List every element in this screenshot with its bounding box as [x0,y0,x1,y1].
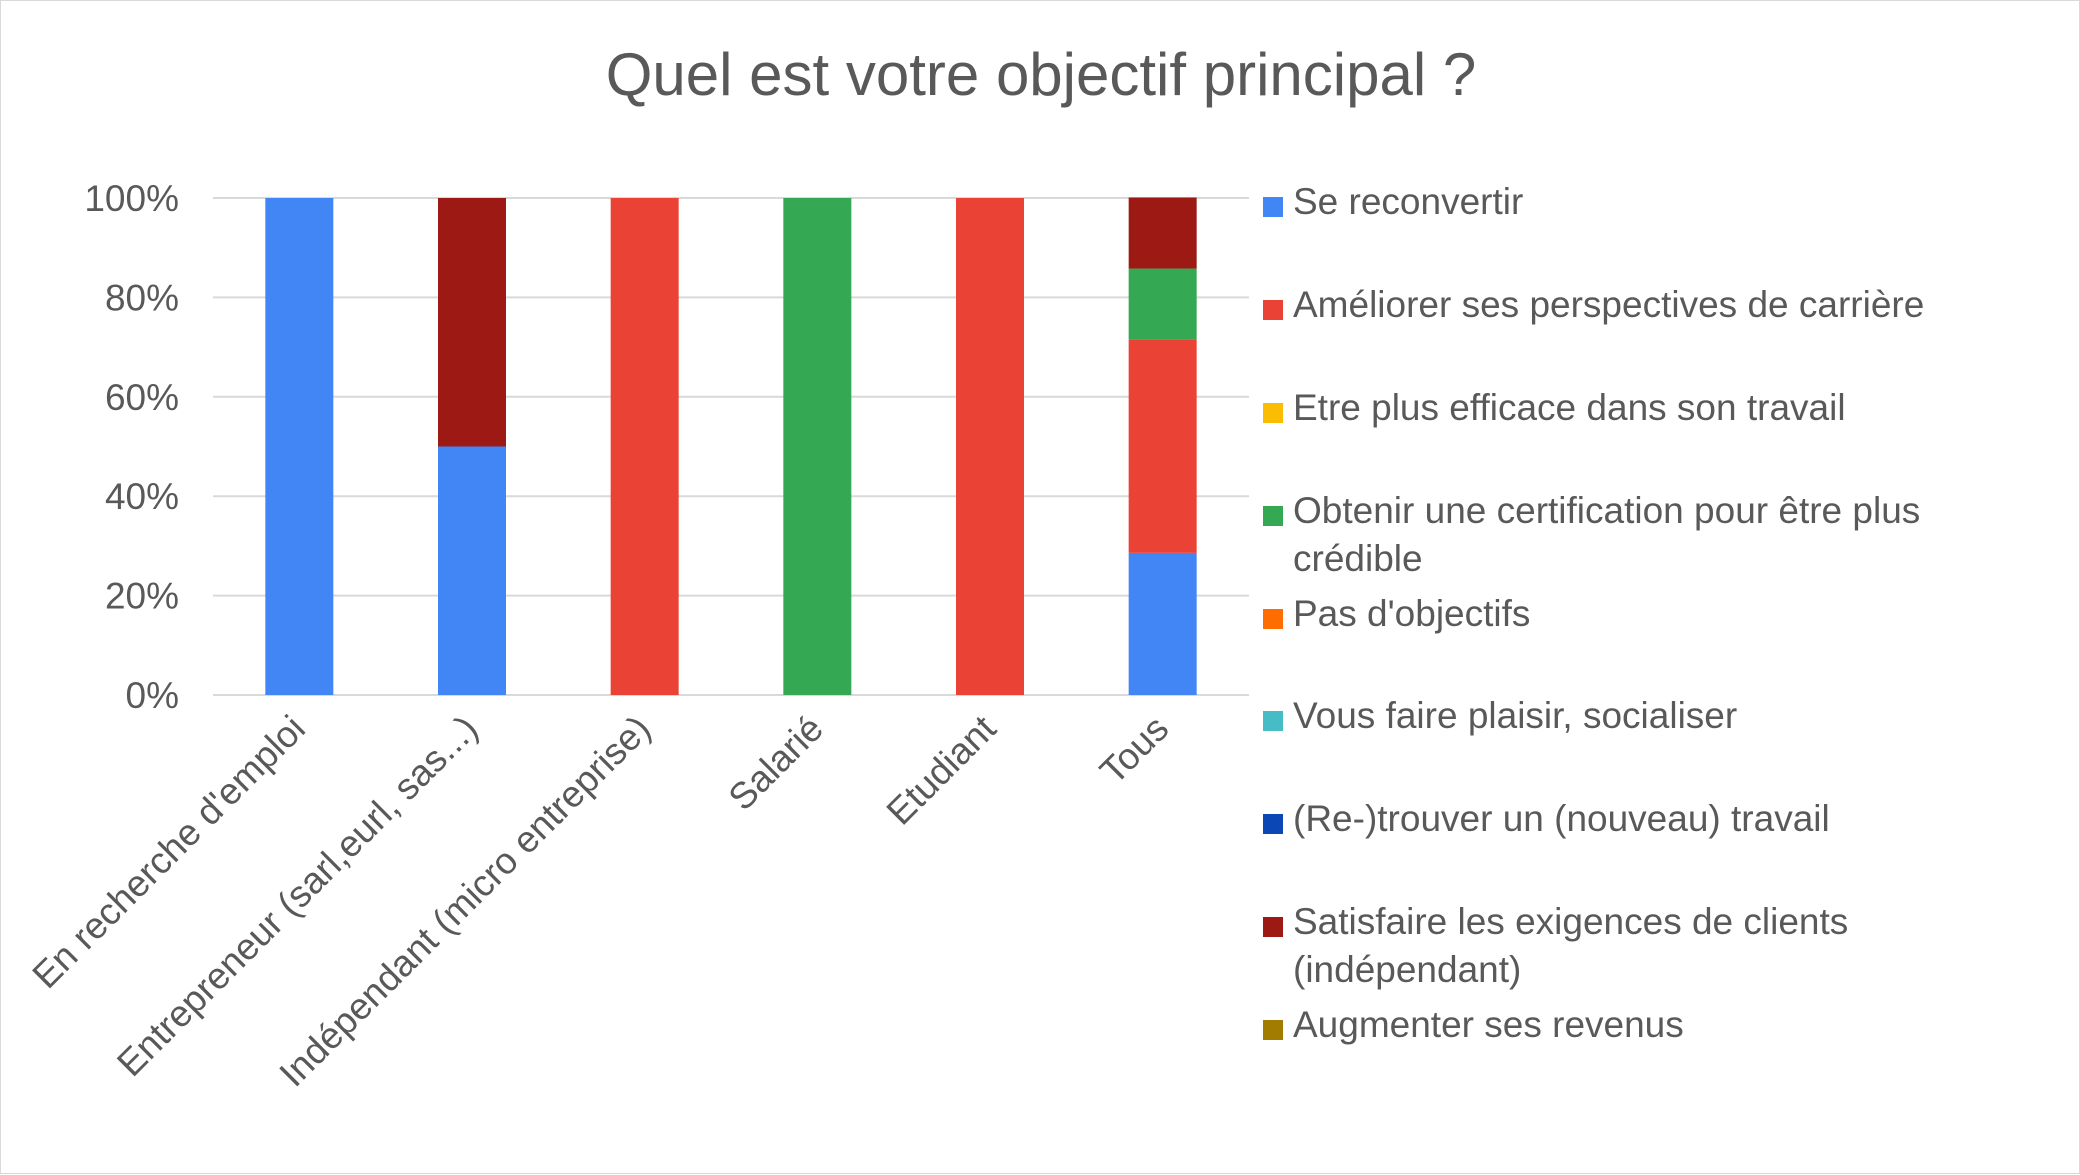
legend-label: Etre plus efficace dans son travail [1293,387,1846,428]
bar-segment [1128,268,1197,340]
legend-swatch [1263,197,1283,217]
legend-label: (Re-)trouver un (nouveau) travail [1293,798,1830,839]
bar-segment [438,198,506,447]
bar-segment [265,198,334,695]
bar-segment [610,198,679,695]
legend-swatch [1263,403,1283,423]
legend-swatch [1263,609,1283,629]
x-tick-label: Entrepreneur (sarl,eurl, sas...) [109,708,486,1085]
y-tick-label: 80% [105,277,179,318]
legend-label: Se reconvertir [1293,181,1523,222]
legend-swatch [1263,814,1283,834]
y-tick-label: 40% [105,476,179,517]
gridlines [213,197,1249,696]
bar-segment [438,446,506,695]
legend: Se reconvertir Améliorer ses perspectives… [1263,181,1924,1045]
y-tick-label: 60% [105,377,179,418]
legend-swatch [1263,711,1283,731]
legend-label: Satisfaire les exigences de clients (indé… [1293,901,1848,990]
legend-swatch [1263,917,1283,937]
legend-swatch [1263,506,1283,526]
x-tick-label: Etudiant [879,707,1005,833]
bar-segment [783,198,852,695]
x-tick-label: Tous [1092,708,1176,792]
legend-swatch [1263,1020,1283,1040]
bar-segment [1128,197,1197,269]
y-tick-label: 20% [105,576,179,617]
y-axis-ticks: 0% 20% 40% 60% 80% 100% [84,178,179,716]
legend-label: Pas d'objectifs [1293,593,1530,634]
chart-title: Quel est votre objectif principal ? [606,41,1476,108]
legend-label: Vous faire plaisir, socialiser [1293,695,1737,736]
x-tick-label: Salarié [721,708,831,818]
bar-segment [1128,552,1197,695]
x-tick-label: Indépendant (micro entreprise) [272,708,659,1095]
bar-segment [1128,339,1197,553]
legend-label: Améliorer ses perspectives de carrière [1293,284,1924,325]
y-tick-label: 100% [84,178,179,219]
y-tick-label: 0% [126,675,179,716]
legend-label: Augmenter ses revenus [1293,1004,1684,1045]
bar-segment [956,198,1024,695]
bars [265,197,1197,695]
x-tick-label: En recherche d'emploi [25,708,313,996]
legend-swatch [1263,300,1283,320]
legend-label: Obtenir une certification pour être plus… [1293,490,1920,579]
